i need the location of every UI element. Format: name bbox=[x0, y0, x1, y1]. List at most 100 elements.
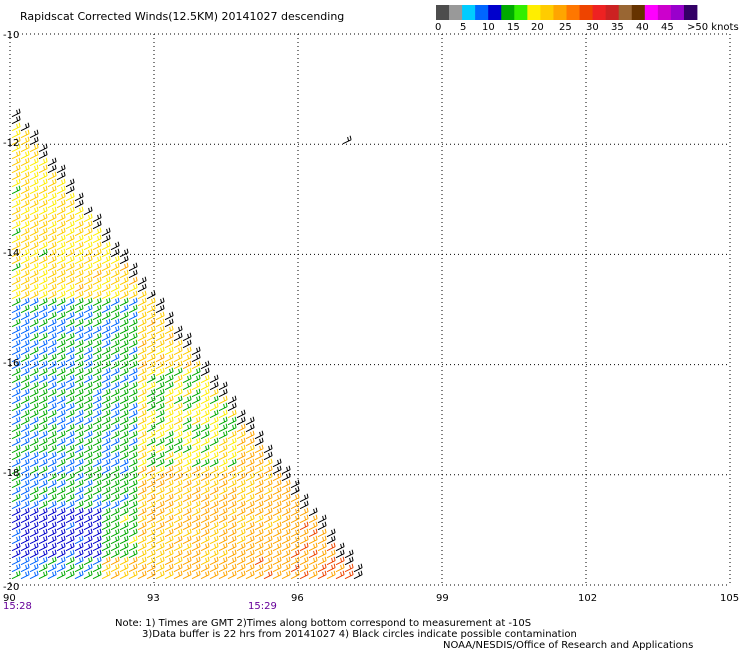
wind-barb bbox=[92, 402, 102, 412]
wind-barb bbox=[20, 423, 30, 433]
wind-barb bbox=[200, 367, 210, 377]
wind-barb bbox=[11, 297, 21, 307]
wind-barb bbox=[209, 549, 219, 559]
wind-barb bbox=[137, 437, 147, 447]
wind-barb bbox=[218, 535, 228, 545]
wind-barb bbox=[164, 507, 174, 517]
wind-barb bbox=[92, 535, 102, 545]
wind-barb bbox=[245, 570, 255, 580]
wind-barb bbox=[137, 304, 147, 314]
wind-barb bbox=[155, 381, 165, 391]
wind-barb bbox=[191, 388, 201, 398]
wind-barb bbox=[38, 276, 48, 286]
legend-label-35: 35 bbox=[611, 22, 624, 33]
wind-barb bbox=[128, 444, 138, 454]
wind-barb bbox=[38, 507, 48, 517]
wind-barb bbox=[236, 416, 246, 426]
wind-barb bbox=[146, 339, 156, 349]
wind-barb bbox=[245, 416, 255, 426]
wind-barb bbox=[191, 353, 201, 363]
wind-barb bbox=[155, 297, 165, 307]
wind-barb bbox=[110, 570, 120, 580]
wind-barb bbox=[110, 318, 120, 328]
wind-barb bbox=[20, 318, 30, 328]
wind-barb bbox=[38, 220, 48, 230]
wind-barb bbox=[146, 535, 156, 545]
wind-barb bbox=[47, 346, 57, 356]
wind-barb bbox=[137, 563, 147, 573]
wind-barb bbox=[65, 535, 75, 545]
wind-barb bbox=[110, 472, 120, 482]
wind-barb bbox=[119, 304, 129, 314]
wind-barb bbox=[263, 521, 273, 531]
wind-barb bbox=[173, 395, 183, 405]
wind-barb bbox=[47, 164, 57, 174]
wind-barb bbox=[128, 346, 138, 356]
wind-barb bbox=[11, 395, 21, 405]
wind-barb bbox=[101, 465, 111, 475]
wind-barb bbox=[191, 479, 201, 489]
wind-barb bbox=[92, 542, 102, 552]
wind-barb bbox=[182, 556, 192, 566]
wind-barb bbox=[29, 325, 39, 335]
wind-barb bbox=[20, 500, 30, 510]
wind-barb bbox=[119, 549, 129, 559]
wind-barb bbox=[182, 528, 192, 538]
wind-barb bbox=[29, 143, 39, 153]
wind-barb bbox=[191, 486, 201, 496]
wind-barb bbox=[173, 493, 183, 503]
wind-barb bbox=[38, 353, 48, 363]
wind-barb bbox=[92, 290, 102, 300]
wind-barb bbox=[56, 570, 66, 580]
wind-barb bbox=[308, 556, 318, 566]
wind-barb bbox=[29, 528, 39, 538]
wind-barb bbox=[128, 374, 138, 384]
wind-barb bbox=[56, 185, 66, 195]
legend-swatch bbox=[449, 5, 463, 20]
wind-barb bbox=[101, 535, 111, 545]
wind-barb bbox=[191, 507, 201, 517]
wind-barb bbox=[281, 479, 291, 489]
wind-barb bbox=[227, 409, 237, 419]
wind-barb bbox=[191, 423, 201, 433]
wind-barb bbox=[38, 311, 48, 321]
wind-barb bbox=[173, 458, 183, 468]
wind-barb bbox=[155, 304, 165, 314]
wind-barb bbox=[101, 416, 111, 426]
wind-barb bbox=[101, 248, 111, 258]
wind-barb bbox=[11, 339, 21, 349]
wind-barb bbox=[119, 451, 129, 461]
wind-barb bbox=[317, 535, 327, 545]
wind-barb bbox=[245, 556, 255, 566]
wind-barb bbox=[20, 360, 30, 370]
wind-barb bbox=[56, 311, 66, 321]
wind-barb bbox=[101, 570, 111, 580]
wind-barb bbox=[317, 563, 327, 573]
wind-barb bbox=[164, 479, 174, 489]
wind-barb bbox=[101, 437, 111, 447]
wind-barb bbox=[83, 255, 93, 265]
wind-barb bbox=[20, 409, 30, 419]
wind-barb bbox=[74, 535, 84, 545]
wind-barb bbox=[38, 227, 48, 237]
wind-barb bbox=[218, 437, 228, 447]
wind-barb bbox=[227, 528, 237, 538]
wind-barb bbox=[182, 535, 192, 545]
wind-barb bbox=[173, 423, 183, 433]
wind-barb bbox=[101, 283, 111, 293]
wind-barb bbox=[200, 388, 210, 398]
wind-barb bbox=[65, 500, 75, 510]
wind-barb bbox=[83, 395, 93, 405]
wind-barb bbox=[11, 122, 21, 132]
wind-barb bbox=[200, 458, 210, 468]
wind-barb bbox=[137, 290, 147, 300]
wind-barb bbox=[245, 458, 255, 468]
wind-barb bbox=[245, 486, 255, 496]
wind-barb bbox=[74, 220, 84, 230]
wind-barb bbox=[128, 367, 138, 377]
wind-barb bbox=[236, 521, 246, 531]
wind-barb bbox=[38, 339, 48, 349]
wind-barb bbox=[227, 556, 237, 566]
wind-barb bbox=[56, 444, 66, 454]
wind-barb bbox=[56, 164, 66, 174]
